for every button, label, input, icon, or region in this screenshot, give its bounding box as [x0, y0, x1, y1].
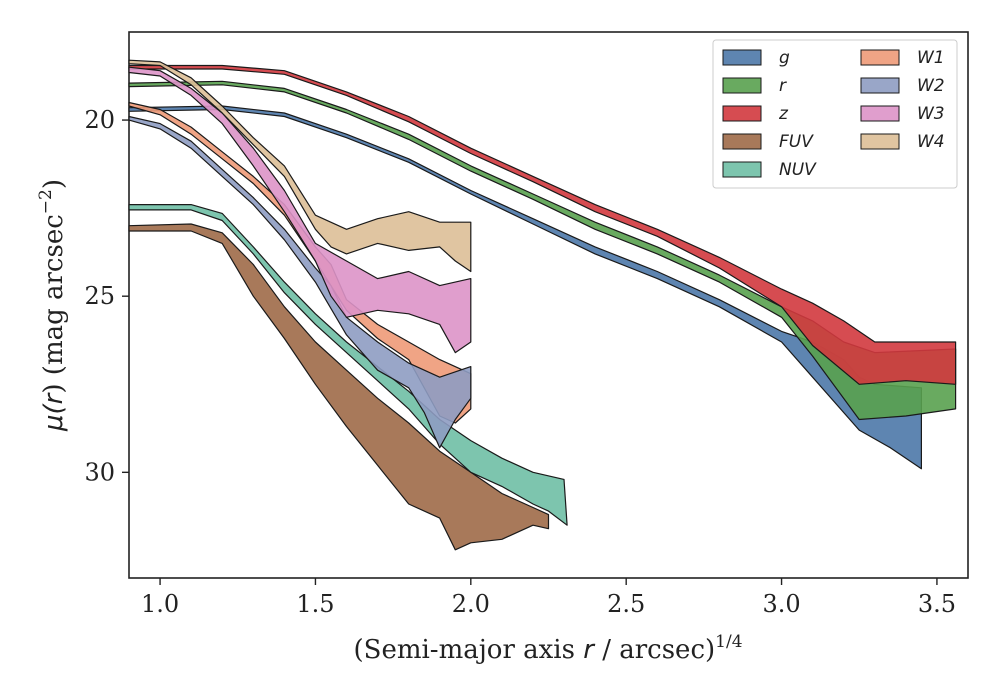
legend-swatch-g	[722, 49, 762, 66]
legend-label-g: g	[779, 48, 790, 68]
legend-swatch-w4	[860, 133, 900, 150]
legend-label-w2: W2	[917, 76, 945, 96]
legend-swatch-w3	[860, 105, 900, 122]
x-axis-label: (Semi-major axis r / arcsec)1/4	[353, 632, 742, 665]
x-tick-label: 2.0	[452, 590, 490, 618]
x-tick-label: 3.5	[918, 590, 956, 618]
series-area-fuv	[128, 223, 550, 551]
y-axis-label-exp: −2	[36, 189, 56, 214]
x-tick-label: 1.0	[141, 590, 179, 618]
legend: grz FUV NUV W1 W2 W3 W4	[712, 39, 958, 189]
legend-label-z: z	[778, 104, 789, 124]
y-axis-label: μ(r) (mag arcsec−2)	[36, 179, 69, 432]
series-area-w1	[128, 101, 472, 424]
y-tick-label: 25	[84, 282, 115, 310]
y-axis-ticks: 20 25 30	[84, 106, 129, 486]
legend-swatch-z	[722, 105, 762, 122]
series-area-z	[128, 64, 957, 385]
legend-swatch-fuv	[722, 133, 762, 150]
legend-label-w1: W1	[917, 48, 945, 68]
y-axis-label-unit: ) (mag arcsec	[39, 214, 69, 393]
legend-swatch-w1	[860, 49, 900, 66]
x-axis-label-var: r	[583, 635, 596, 665]
legend-swatch-nuv	[722, 161, 762, 178]
series-area-r	[128, 80, 957, 421]
x-tick-label: 2.5	[607, 590, 645, 618]
x-tick-label: 3.0	[762, 590, 800, 618]
x-axis-ticks: 1.0 1.5 2.0 2.5 3.0 3.5	[141, 578, 956, 618]
y-tick-label: 20	[84, 106, 115, 134]
y-axis-label-close: )	[39, 179, 69, 189]
x-axis-label-exp: 1/4	[715, 632, 742, 652]
series-area-g	[128, 105, 923, 470]
legend-swatch-r	[722, 77, 762, 94]
legend-label-w4: W4	[917, 132, 945, 152]
legend-label-w3: W3	[917, 104, 945, 124]
plot-frame	[128, 31, 969, 579]
x-axis-label-unit: / arcsec)	[594, 635, 715, 665]
legend-label-fuv: FUV	[779, 132, 814, 152]
series-areas	[128, 59, 957, 551]
y-axis-label-mu: μ(	[39, 402, 69, 432]
legend-label-r: r	[779, 76, 787, 96]
series-area-w4	[128, 59, 472, 273]
legend-label-nuv: NUV	[779, 160, 817, 180]
x-axis-label-prefix: (Semi-major axis	[353, 635, 583, 665]
legend-swatch-w2	[860, 77, 900, 94]
series-area-w2	[128, 115, 472, 449]
y-tick-label: 30	[84, 458, 115, 486]
series-area-w3	[128, 66, 472, 354]
legend-box	[712, 39, 958, 189]
x-tick-label: 1.5	[296, 590, 334, 618]
series-area-nuv	[128, 204, 568, 526]
y-axis-label-var: r	[39, 391, 69, 404]
